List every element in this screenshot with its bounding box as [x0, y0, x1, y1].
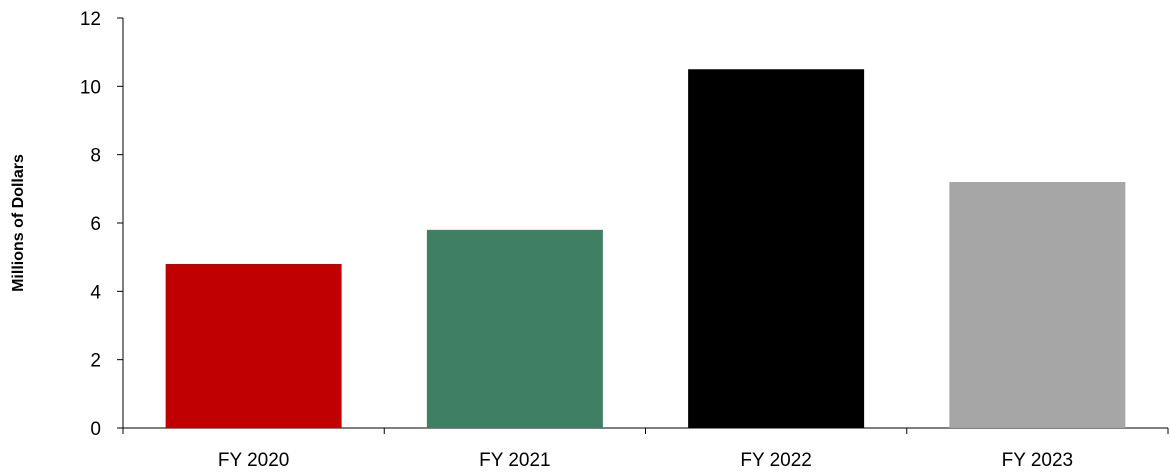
y-tick-label: 8 — [90, 146, 101, 167]
x-axis: FY 2020 FY 2021 FY 2022 FY 2023 — [122, 427, 1169, 471]
y-axis-title: Millions of Dollars — [10, 154, 27, 292]
bar-fy-2020 — [165, 264, 342, 428]
bar-fy-2021 — [426, 229, 603, 428]
y-tick-label: 12 — [80, 9, 101, 30]
bar-fy-2023 — [949, 182, 1126, 428]
x-category-label: FY 2023 — [1002, 450, 1073, 471]
y-tick-label: 2 — [90, 351, 101, 372]
x-category-label: FY 2021 — [479, 450, 550, 471]
x-category-label: FY 2020 — [218, 450, 289, 471]
bar-fy-2022 — [688, 69, 865, 428]
y-tick-label: 0 — [90, 419, 101, 440]
y-axis: 0 2 4 6 8 10 12 — [80, 9, 124, 440]
y-tick-label: 6 — [90, 214, 101, 235]
y-tick-label: 4 — [90, 282, 101, 303]
x-category-label: FY 2022 — [740, 450, 811, 471]
y-tick-label: 10 — [80, 77, 101, 98]
bars-group — [165, 69, 1126, 428]
